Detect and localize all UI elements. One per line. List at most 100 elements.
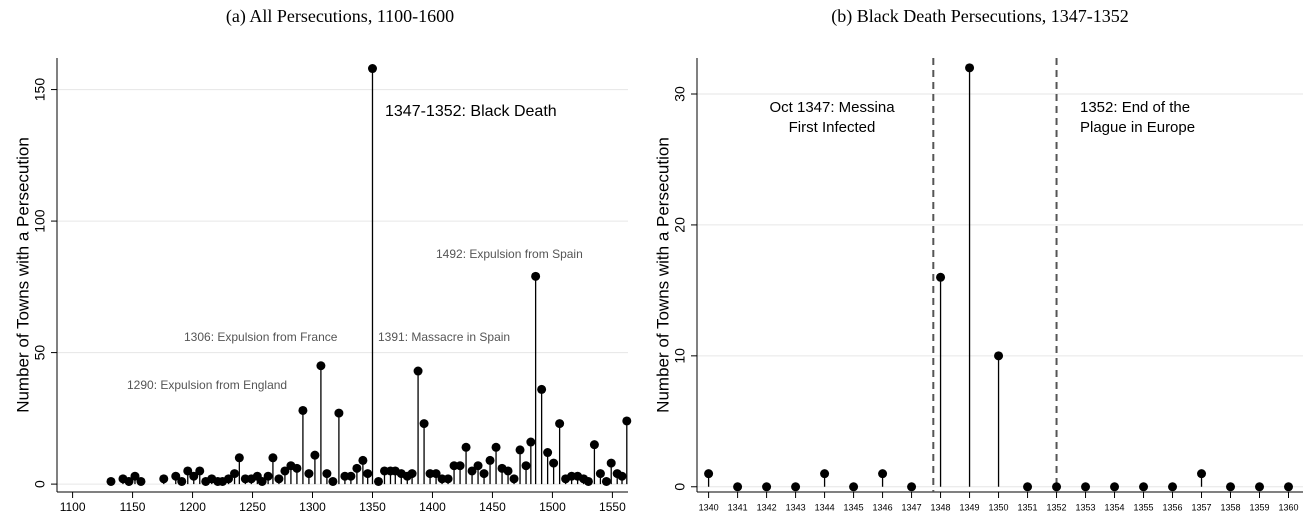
x-tick-label: 1100 <box>60 500 86 514</box>
chart-title: (b) Black Death Persecutions, 1347-1352 <box>831 6 1128 27</box>
x-tick-label: 1250 <box>239 500 266 514</box>
point <box>1110 482 1120 492</box>
point <box>367 64 377 74</box>
point <box>263 471 273 481</box>
x-tick-label: 1354 <box>1105 502 1125 512</box>
point <box>322 469 332 479</box>
point <box>136 476 146 486</box>
point <box>316 361 326 371</box>
x-tick-label: 1348 <box>931 502 951 512</box>
point <box>310 450 320 460</box>
point <box>485 455 495 465</box>
point <box>549 458 559 468</box>
point <box>431 469 441 479</box>
point <box>1284 482 1294 492</box>
point <box>234 453 244 463</box>
point <box>1197 469 1207 479</box>
x-tick-label: 1200 <box>179 500 206 514</box>
point <box>595 469 605 479</box>
point <box>257 476 267 486</box>
point <box>1255 482 1265 492</box>
point <box>1052 482 1062 492</box>
point <box>503 466 513 476</box>
point <box>531 271 541 281</box>
point <box>373 476 383 486</box>
x-tick-label: 1347 <box>902 502 922 512</box>
point <box>555 419 565 429</box>
point <box>467 466 477 476</box>
x-tick-label: 1353 <box>1076 502 1096 512</box>
x-tick-label: 1344 <box>815 502 835 512</box>
x-tick-label: 1357 <box>1192 502 1212 512</box>
point <box>936 272 946 282</box>
point <box>1139 482 1149 492</box>
point <box>328 476 338 486</box>
point <box>473 461 483 471</box>
point <box>994 351 1004 361</box>
point <box>183 466 193 476</box>
point <box>537 384 547 394</box>
point <box>292 463 302 473</box>
point <box>601 476 611 486</box>
x-tick-label: 1349 <box>960 502 980 512</box>
y-tick-label: 0 <box>32 480 48 488</box>
point <box>733 482 743 492</box>
x-tick-label: 1350 <box>359 500 386 514</box>
x-tick-label: 1356 <box>1163 502 1183 512</box>
annotation: 1492: Expulsion from Spain <box>436 247 583 261</box>
y-axis-title: Number of Towns with a Persecution <box>653 137 672 413</box>
y-tick-label: 0 <box>672 483 688 491</box>
point <box>704 469 714 479</box>
point <box>907 482 917 492</box>
point <box>413 366 423 376</box>
y-tick-label: 50 <box>32 345 48 361</box>
x-tick-label: 1352 <box>1047 502 1067 512</box>
point <box>419 419 429 429</box>
point <box>268 453 278 463</box>
point <box>1081 482 1091 492</box>
point <box>274 474 284 484</box>
reference-label: Oct 1347: Messina <box>769 99 895 116</box>
point <box>358 455 368 465</box>
point <box>334 408 344 418</box>
x-tick-label: 1350 <box>989 502 1009 512</box>
point <box>455 461 465 471</box>
point <box>461 442 471 452</box>
point <box>130 471 140 481</box>
x-tick-label: 1360 <box>1278 502 1298 512</box>
x-tick-label: 1351 <box>1018 502 1038 512</box>
reference-label: First Infected <box>789 119 876 136</box>
point <box>583 476 593 486</box>
point <box>543 448 553 458</box>
x-tick-label: 1550 <box>599 500 626 514</box>
point <box>443 474 453 484</box>
point <box>479 469 489 479</box>
point <box>171 471 181 481</box>
point <box>509 474 519 484</box>
annotation: 1347-1352: Black Death <box>385 103 557 120</box>
reference-label: Plague in Europe <box>1080 119 1195 136</box>
point <box>606 458 616 468</box>
point <box>617 471 627 481</box>
x-tick-label: 1359 <box>1249 502 1269 512</box>
x-tick-label: 1400 <box>419 500 446 514</box>
point <box>363 469 373 479</box>
x-tick-label: 1345 <box>844 502 864 512</box>
point <box>346 471 356 481</box>
point <box>791 482 801 492</box>
point <box>189 471 199 481</box>
x-tick-label: 1500 <box>539 500 566 514</box>
annotation: 1290: Expulsion from England <box>127 378 287 392</box>
annotation: 1391: Massacre in Spain <box>378 330 510 344</box>
x-tick-label: 1358 <box>1220 502 1240 512</box>
x-tick-label: 1150 <box>120 500 146 514</box>
y-tick-label: 20 <box>672 217 688 233</box>
chart-title: (a) All Persecutions, 1100-1600 <box>226 6 454 27</box>
point <box>304 469 314 479</box>
point <box>1023 482 1033 492</box>
point <box>491 442 501 452</box>
y-tick-label: 100 <box>32 209 48 233</box>
point <box>177 476 187 486</box>
point <box>298 405 308 415</box>
